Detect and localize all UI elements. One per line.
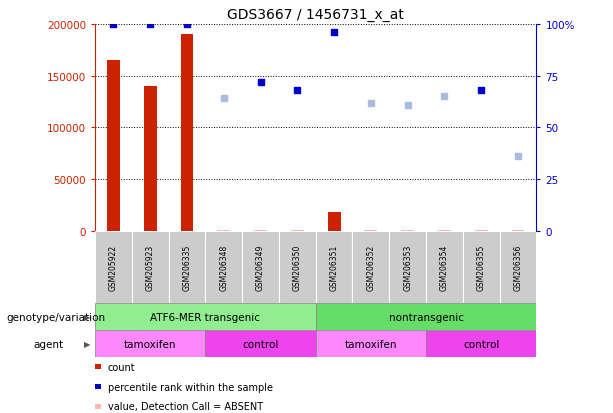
Point bbox=[513, 154, 523, 160]
Text: genotype/variation: genotype/variation bbox=[6, 312, 105, 322]
Bar bbox=[475, 230, 488, 231]
Text: GSM205923: GSM205923 bbox=[146, 244, 154, 290]
Bar bbox=[426, 231, 463, 304]
Bar bbox=[512, 230, 525, 231]
Text: agent: agent bbox=[34, 339, 64, 349]
Text: GSM206335: GSM206335 bbox=[183, 244, 191, 291]
Point bbox=[109, 21, 118, 28]
Point bbox=[329, 30, 339, 36]
Bar bbox=[218, 230, 230, 231]
Point bbox=[219, 96, 229, 102]
Text: GSM206352: GSM206352 bbox=[367, 244, 375, 290]
Bar bbox=[95, 231, 132, 304]
Bar bbox=[181, 35, 194, 231]
Point bbox=[476, 88, 486, 94]
Text: control: control bbox=[242, 339, 279, 349]
Bar bbox=[95, 304, 316, 330]
Bar bbox=[463, 231, 500, 304]
Point bbox=[145, 21, 155, 28]
Title: GDS3667 / 1456731_x_at: GDS3667 / 1456731_x_at bbox=[227, 8, 404, 22]
Text: GSM206349: GSM206349 bbox=[256, 244, 265, 291]
Bar bbox=[132, 231, 169, 304]
Bar bbox=[205, 330, 316, 357]
Text: GSM206354: GSM206354 bbox=[440, 244, 449, 291]
Text: GSM206355: GSM206355 bbox=[477, 244, 485, 291]
Bar bbox=[95, 330, 205, 357]
Bar bbox=[389, 231, 426, 304]
Bar bbox=[242, 231, 279, 304]
Text: nontransgenic: nontransgenic bbox=[389, 312, 463, 322]
Bar bbox=[438, 230, 451, 231]
Text: tamoxifen: tamoxifen bbox=[124, 339, 177, 349]
Bar bbox=[143, 87, 157, 231]
Bar bbox=[205, 231, 242, 304]
Text: GSM206350: GSM206350 bbox=[293, 244, 302, 291]
Bar bbox=[500, 231, 536, 304]
Bar bbox=[352, 231, 389, 304]
Bar bbox=[402, 230, 414, 231]
Text: GSM206348: GSM206348 bbox=[219, 244, 228, 290]
Bar bbox=[328, 213, 341, 231]
Text: GSM206356: GSM206356 bbox=[514, 244, 522, 291]
Bar bbox=[316, 231, 352, 304]
Bar bbox=[365, 230, 378, 231]
Point bbox=[403, 102, 413, 109]
Text: GSM206353: GSM206353 bbox=[403, 244, 412, 291]
Point bbox=[366, 100, 376, 107]
Text: control: control bbox=[463, 339, 500, 349]
Point bbox=[256, 79, 265, 86]
Bar bbox=[316, 304, 536, 330]
Bar bbox=[254, 230, 267, 231]
Point bbox=[440, 94, 449, 100]
Bar bbox=[426, 330, 536, 357]
Text: value, Detection Call = ABSENT: value, Detection Call = ABSENT bbox=[107, 401, 262, 411]
Bar bbox=[291, 230, 304, 231]
Bar bbox=[316, 330, 426, 357]
Point bbox=[182, 21, 192, 28]
Bar bbox=[107, 61, 120, 231]
Text: count: count bbox=[107, 362, 135, 372]
Point bbox=[292, 88, 302, 94]
Text: ATF6-MER transgenic: ATF6-MER transgenic bbox=[150, 312, 261, 322]
Text: ▶: ▶ bbox=[84, 339, 90, 348]
Text: ▶: ▶ bbox=[84, 313, 90, 321]
Bar bbox=[169, 231, 205, 304]
Text: GSM206351: GSM206351 bbox=[330, 244, 338, 290]
Bar bbox=[279, 231, 316, 304]
Text: GSM205922: GSM205922 bbox=[109, 244, 118, 290]
Text: percentile rank within the sample: percentile rank within the sample bbox=[107, 382, 273, 392]
Text: tamoxifen: tamoxifen bbox=[345, 339, 397, 349]
